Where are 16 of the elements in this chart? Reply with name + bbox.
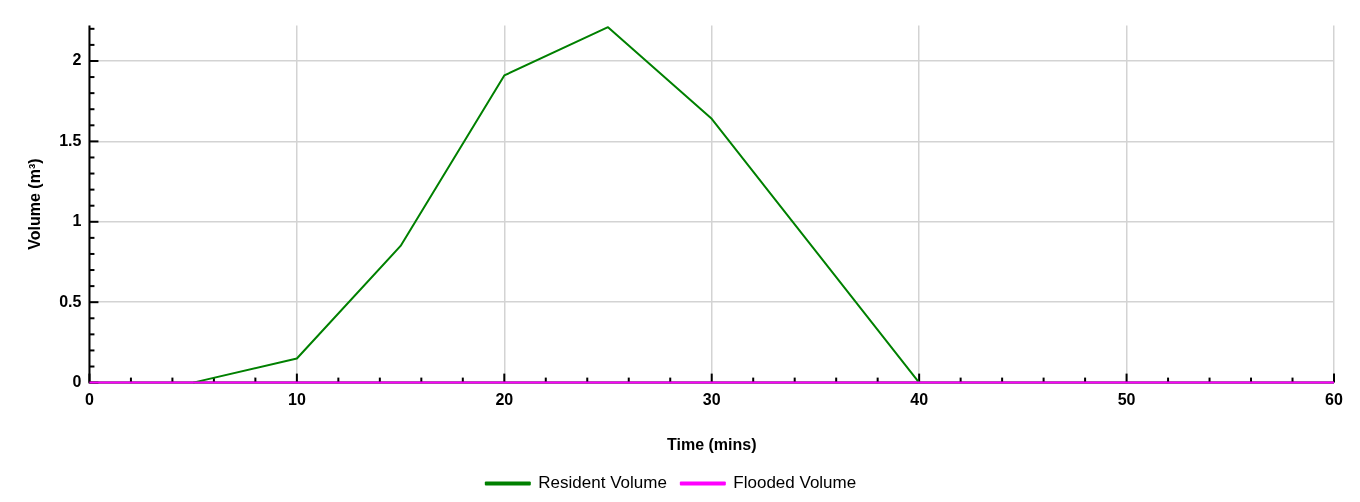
- y-tick-label: 2: [72, 51, 82, 69]
- x-tick-label: 20: [495, 390, 514, 408]
- y-tick-label: 0: [72, 373, 82, 391]
- y-tick-label: 1.5: [59, 131, 82, 149]
- x-tick-label: 50: [1117, 390, 1136, 408]
- legend-label: Resident Volume: [538, 473, 667, 493]
- x-axis-title: Time (mins): [666, 435, 757, 453]
- y-tick-label: 1: [72, 212, 82, 230]
- x-tick-label: 0: [84, 390, 94, 408]
- y-tick-label: 0.5: [59, 292, 82, 310]
- x-tick-label: 30: [702, 390, 721, 408]
- x-tick-label: 40: [910, 390, 929, 408]
- x-tick-label: 60: [1325, 390, 1343, 408]
- y-axis-title: Volume (m³): [26, 158, 44, 250]
- x-tick-label: 10: [287, 390, 306, 408]
- legend-label: Flooded Volume: [733, 473, 857, 493]
